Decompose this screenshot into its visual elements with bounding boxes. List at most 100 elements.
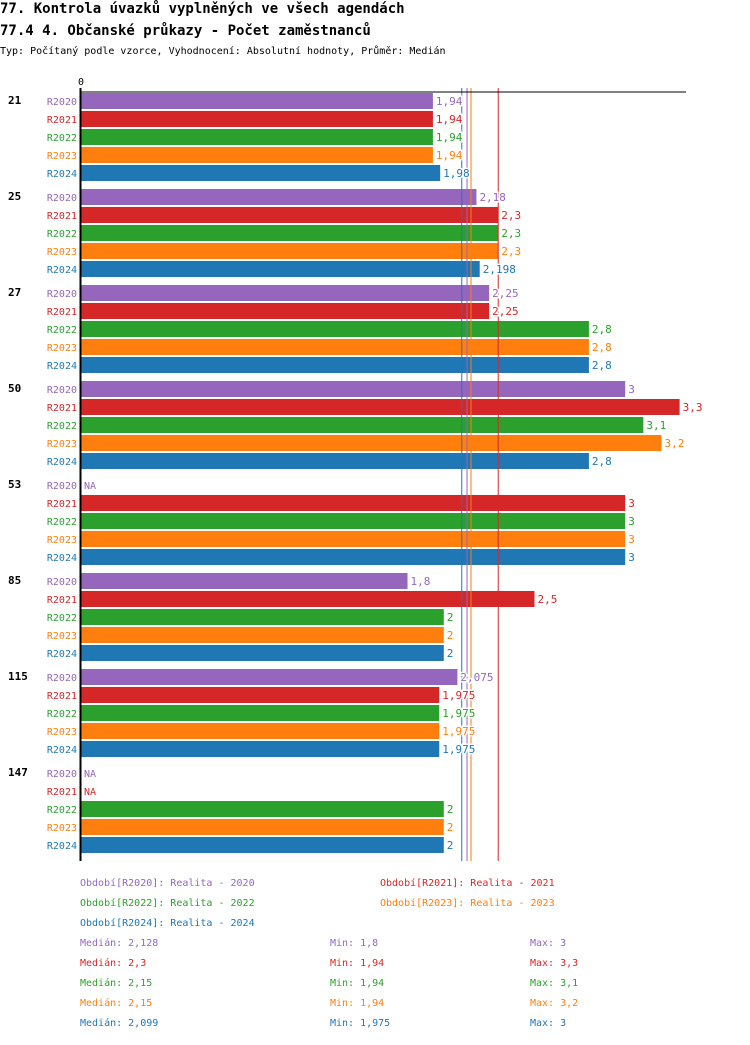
series-row-label: R2020 [47,673,77,684]
bar [81,93,433,109]
data-label: 1,94 [436,149,463,162]
data-label: 3 [628,383,635,396]
stat-min: Min: 1,975 [330,1018,390,1029]
stat-max: Max: 3 [530,938,566,949]
data-label: 2 [447,647,454,660]
category-label: 21 [8,94,22,107]
data-label: 2 [447,629,454,642]
data-label: 3 [628,515,635,528]
bar [81,549,626,565]
series-row-label: R2022 [47,133,77,144]
data-label: 2 [447,803,454,816]
stat-max: Max: 3 [530,1018,566,1029]
legend-item: Období[R2024]: Realita - 2024 [80,917,255,929]
bar [81,243,499,259]
stat-max: Max: 3,3 [530,958,578,969]
bar [81,399,680,415]
data-label: 1,94 [436,95,463,108]
bar [81,705,440,721]
series-row-label: R2022 [47,517,77,528]
bar [81,669,458,685]
series-row-label: R2022 [47,325,77,336]
series-row-label: R2024 [47,457,77,468]
bar [81,321,589,337]
series-row-label: R2023 [47,823,77,834]
series-row-label: R2021 [47,595,77,606]
stat-min: Min: 1,94 [330,958,384,969]
bar [81,207,499,223]
bar [81,645,444,661]
series-row-label: R2020 [47,97,77,108]
stat-median: Medián: 2,3 [80,957,146,969]
legend-item: Období[R2021]: Realita - 2021 [380,877,555,889]
series-row-label: R2021 [47,691,77,702]
data-label: 1,8 [411,575,431,588]
category-label: 50 [8,382,21,395]
series-row-label: R2021 [47,211,77,222]
bar [81,285,490,301]
bar [81,819,444,835]
stat-median: Medián: 2,128 [80,937,158,949]
data-label: 3 [628,497,635,510]
data-label: 2 [447,839,454,852]
data-label: 1,975 [442,743,475,756]
na-label: NA [84,481,96,492]
data-label: 2,8 [592,341,612,354]
series-row-label: R2021 [47,403,77,414]
series-row-label: R2020 [47,481,77,492]
bar [81,381,626,397]
data-label: 2,18 [479,191,506,204]
bar [81,801,444,817]
series-row-label: R2021 [47,307,77,318]
series-row-label: R2023 [47,343,77,354]
bar [81,591,535,607]
category-label: 85 [8,574,21,587]
series-row-label: R2020 [47,577,77,588]
bar [81,513,626,529]
series-row-label: R2023 [47,631,77,642]
series-row-label: R2022 [47,709,77,720]
data-label: 3 [628,533,635,546]
series-row-label: R2022 [47,805,77,816]
stat-min: Min: 1,94 [330,978,384,989]
category-label: 147 [8,766,28,779]
chart-title: 77. Kontrola úvazků vyplněných ve všech … [0,0,405,17]
bar [81,495,626,511]
data-label: 2,3 [501,245,521,258]
bar [81,129,433,145]
data-label: 2,5 [538,593,558,606]
bar [81,573,408,589]
stat-min: Min: 1,94 [330,998,384,1009]
bar [81,111,433,127]
data-label: 1,98 [443,167,470,180]
data-label: 2,25 [492,287,519,300]
bar [81,147,433,163]
legend-item: Období[R2020]: Realita - 2020 [80,877,255,889]
series-row-label: R2023 [47,535,77,546]
data-label: 1,94 [436,113,463,126]
stat-min: Min: 1,8 [330,938,378,949]
bar [81,627,444,643]
data-label: 3 [628,551,635,564]
series-row-label: R2023 [47,247,77,258]
series-row-label: R2020 [47,769,77,780]
bar [81,741,440,757]
bar [81,339,589,355]
series-row-label: R2024 [47,553,77,564]
data-label: 2,198 [483,263,516,276]
series-row-label: R2021 [47,499,77,510]
data-label: 3,3 [683,401,703,414]
series-row-label: R2024 [47,265,77,276]
data-label: 2 [447,821,454,834]
bar [81,435,662,451]
data-label: 1,975 [442,689,475,702]
series-row-label: R2024 [47,169,77,180]
bar [81,609,444,625]
category-label: 27 [8,286,21,299]
series-row-label: R2023 [47,727,77,738]
category-label: 25 [8,190,21,203]
series-row-label: R2020 [47,193,77,204]
bar [81,531,626,547]
stat-max: Max: 3,1 [530,978,578,989]
